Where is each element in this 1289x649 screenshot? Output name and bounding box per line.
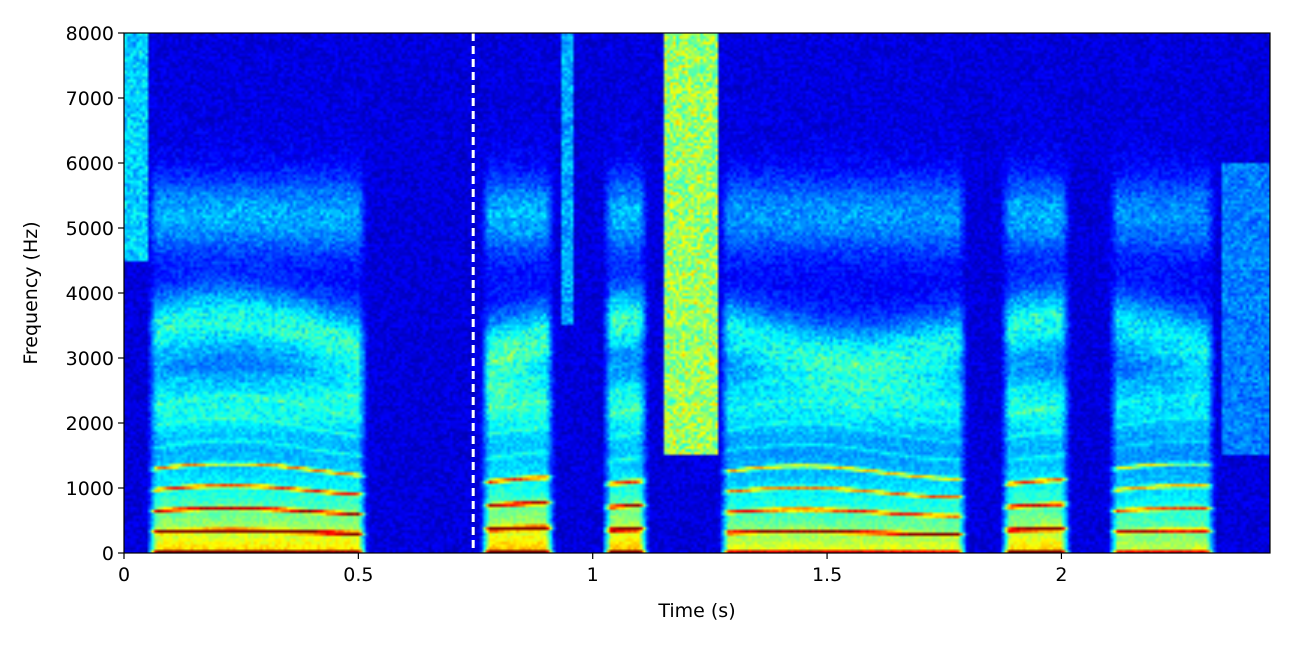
spectrogram-heatmap <box>124 33 1270 553</box>
x-tick-label: 1 <box>587 564 599 586</box>
y-tick-label: 0 <box>102 543 114 565</box>
x-axis-label: Time (s) <box>657 600 735 622</box>
y-axis-label: Frequency (Hz) <box>20 221 42 364</box>
y-tick-label: 1000 <box>66 478 114 500</box>
y-tick-label: 6000 <box>66 153 114 175</box>
y-tick-label: 8000 <box>66 23 114 45</box>
y-axis: 0 1000 2000 3000 4000 5000 6000 7000 8000 <box>66 23 124 565</box>
y-tick-label: 2000 <box>66 413 114 435</box>
y-tick-label: 5000 <box>66 218 114 240</box>
y-tick-label: 7000 <box>66 88 114 110</box>
x-tick-label: 1.5 <box>812 564 842 586</box>
x-axis: 0 0.5 1 1.5 2 <box>118 553 1067 586</box>
x-tick-label: 2 <box>1055 564 1067 586</box>
y-tick-label: 4000 <box>66 283 114 305</box>
x-tick-label: 0 <box>118 564 130 586</box>
plot-area <box>123 32 1271 554</box>
y-tick-label: 3000 <box>66 348 114 370</box>
x-tick-label: 0.5 <box>343 564 373 586</box>
